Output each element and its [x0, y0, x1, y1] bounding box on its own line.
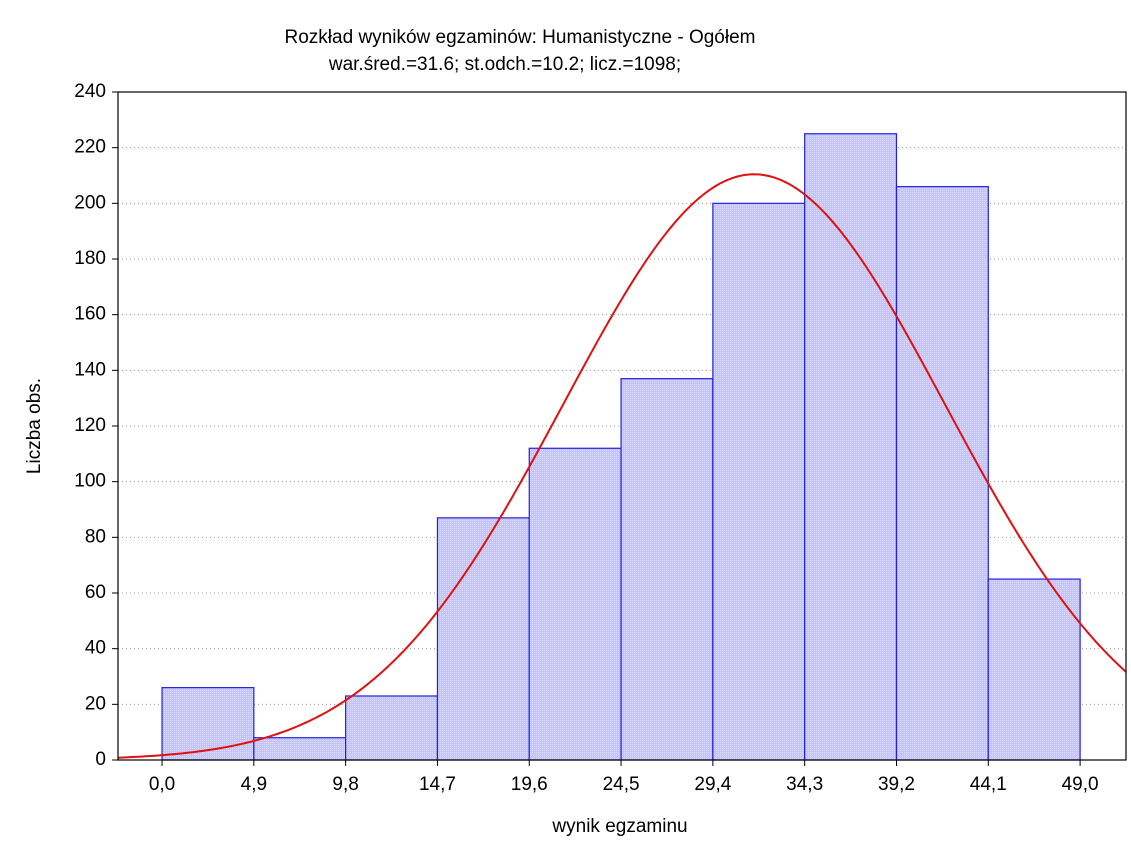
- bar: [620, 378, 714, 761]
- x-tick-label: 49,0: [1062, 774, 1099, 795]
- x-tick-label: 24,5: [603, 774, 640, 795]
- bar: [436, 517, 530, 761]
- x-tick-label: 4,9: [241, 774, 267, 795]
- chart-title: Rozkład wyników egzaminów: Humanistyczne…: [285, 27, 756, 48]
- y-axis-label: Liczba obs.: [24, 378, 45, 474]
- y-tick-label: 20: [85, 693, 106, 714]
- y-tick-label: 60: [85, 582, 106, 603]
- bar: [987, 578, 1081, 761]
- x-tick-label: 9,8: [332, 774, 358, 795]
- x-axis-label: wynik egzaminu: [551, 816, 687, 837]
- y-tick-label: 0: [95, 749, 106, 770]
- fit-curve: [117, 173, 1127, 759]
- bar: [712, 202, 806, 761]
- x-tick-label: 34,3: [786, 774, 823, 795]
- bar: [804, 133, 898, 761]
- chart-subtitle: war.śred.=31.6; st.odch.=10.2; licz.=109…: [328, 54, 681, 75]
- x-tick-label: 44,1: [970, 774, 1007, 795]
- y-tick-label: 200: [74, 192, 106, 213]
- x-tick-label: 0,0: [149, 774, 175, 795]
- x-tick-label: 14,7: [419, 774, 456, 795]
- y-tick-label: 160: [74, 304, 106, 325]
- x-tick-label: 29,4: [694, 774, 731, 795]
- y-tick-label: 120: [74, 415, 106, 436]
- y-tick-label: 220: [74, 137, 106, 158]
- bar: [253, 737, 347, 761]
- x-tick-label: 19,6: [511, 774, 548, 795]
- y-tick-label: 40: [85, 638, 106, 659]
- y-tick-label: 80: [85, 526, 106, 547]
- y-tick-label: 180: [74, 248, 106, 269]
- y-tick-label: 140: [74, 359, 106, 380]
- bar: [345, 695, 439, 761]
- bar: [895, 186, 989, 761]
- bar: [161, 687, 255, 761]
- x-tick-label: 39,2: [878, 774, 915, 795]
- y-tick-label: 240: [74, 81, 106, 102]
- plot-frame: [117, 91, 1127, 761]
- bar: [528, 447, 622, 761]
- y-tick-label: 100: [74, 471, 106, 492]
